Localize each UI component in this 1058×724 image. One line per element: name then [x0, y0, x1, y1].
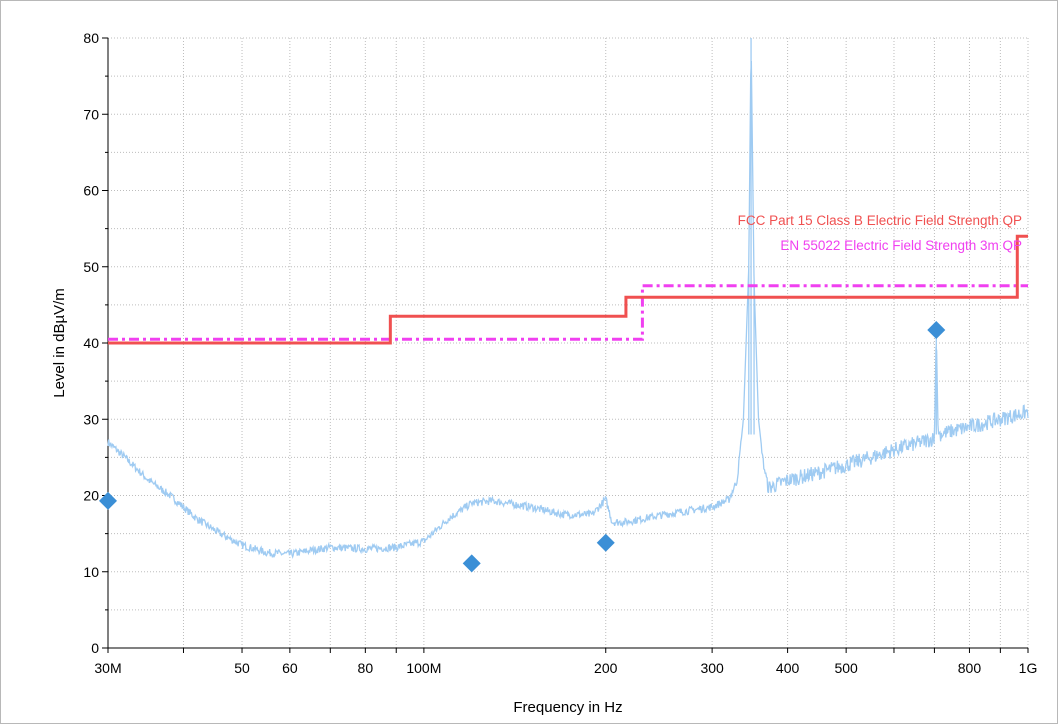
y-tick-label: 70	[83, 106, 99, 122]
x-tick-label: 400	[776, 660, 800, 676]
measurement-trace	[107, 38, 1029, 560]
series-layer	[99, 38, 1029, 573]
y-tick-label: 10	[83, 564, 99, 580]
y-tick-label: 40	[83, 335, 99, 351]
y-tick-label: 20	[83, 488, 99, 504]
x-tick-label: 60	[282, 660, 298, 676]
x-tick-label: 100M	[406, 660, 441, 676]
x-tick-label: 80	[358, 660, 374, 676]
legend-label-fcc: FCC Part 15 Class B Electric Field Stren…	[738, 213, 1022, 228]
x-tick-label: 500	[834, 660, 858, 676]
x-tick-label: 30M	[94, 660, 121, 676]
x-axis-title: Frequency in Hz	[513, 699, 622, 716]
x-tick-label: 1G	[1019, 660, 1038, 676]
quasi-peak-marker	[927, 321, 946, 340]
en55022-limit-line	[108, 284, 1028, 341]
y-tick-label: 0	[91, 640, 99, 656]
legend-label-en55022: EN 55022 Electric Field Strength 3m QP	[780, 238, 1022, 253]
y-tick-label: 80	[83, 30, 99, 46]
tick-labels: 0 10 20 30 40 50 60 70 80 30M 50 60 80 100M 200 300 400 5…	[83, 30, 1037, 676]
y-tick-label: 60	[83, 183, 99, 199]
x-tick-label: 300	[700, 660, 724, 676]
x-tick-label: 200	[594, 660, 618, 676]
quasi-peak-marker	[462, 554, 481, 573]
axes	[102, 37, 1029, 653]
fcc-limit-line	[108, 234, 1028, 345]
quasi-peak-marker	[596, 533, 615, 552]
x-tick-label: 50	[234, 660, 250, 676]
quasi-peak-marker	[99, 491, 117, 510]
x-tick-label: 800	[958, 660, 982, 676]
y-tick-label: 50	[83, 259, 99, 275]
y-axis-title: Level in dBµV/m	[51, 288, 68, 398]
y-tick-label: 30	[83, 411, 99, 427]
